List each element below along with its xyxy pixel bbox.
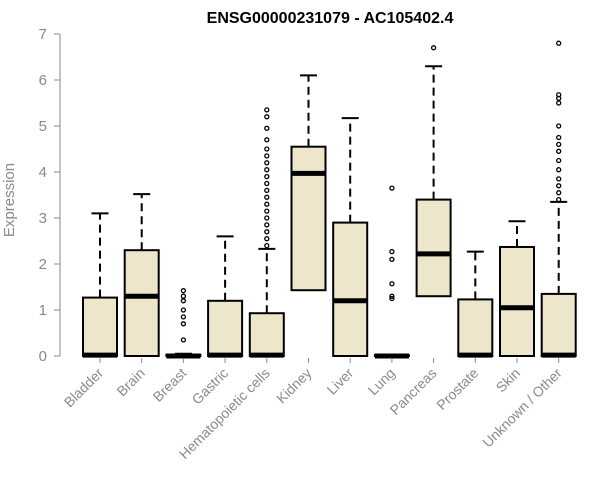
y-tick-label: 7	[39, 26, 47, 43]
x-tick-label: Brain	[113, 365, 147, 399]
outlier-point	[556, 190, 562, 196]
outlier-point	[556, 141, 562, 148]
x-tick-label: Unknown / Other	[479, 365, 565, 451]
box-group	[457, 250, 494, 358]
outlier-point	[556, 148, 562, 154]
outlier-point	[264, 153, 270, 159]
y-axis: 0 1 2 3 4 5 6 7	[39, 26, 61, 365]
box-group	[415, 45, 452, 298]
y-tick-label: 5	[39, 118, 47, 135]
outlier-point	[430, 45, 437, 51]
y-tick-label: 3	[39, 210, 47, 227]
outlier-point	[556, 92, 562, 98]
box	[207, 299, 244, 357]
plot-area	[82, 40, 577, 359]
chart-title: ENSG00000231079 - AC105402.4	[207, 10, 454, 27]
x-tick-label: Liver	[324, 365, 357, 398]
outlier-point	[556, 176, 562, 182]
x-tick-label: Kidney	[273, 365, 315, 407]
box-group	[248, 107, 285, 358]
outlier-point	[556, 100, 562, 106]
outlier-point	[264, 160, 270, 166]
outlier-point	[264, 242, 270, 249]
outlier-point	[389, 295, 395, 302]
box-group	[540, 40, 577, 358]
box-group	[373, 185, 410, 359]
y-tick-label: 4	[39, 164, 47, 181]
outlier-point	[180, 298, 187, 304]
x-tick-label: Breast	[150, 365, 190, 405]
outlier-point	[180, 321, 187, 327]
box	[332, 221, 369, 357]
box	[82, 296, 118, 357]
outlier-point	[180, 337, 187, 343]
box-group	[165, 288, 202, 359]
y-tick-label: 2	[39, 256, 47, 273]
box	[415, 198, 452, 298]
box-group	[207, 235, 244, 358]
y-tick-label: 6	[39, 72, 47, 89]
outlier-point	[264, 236, 270, 242]
outlier-point	[264, 229, 270, 235]
box	[540, 292, 577, 357]
x-tick-label: Prostate	[433, 365, 481, 413]
outlier-point	[389, 256, 395, 263]
outlier-point	[264, 173, 270, 180]
box-group	[332, 117, 369, 357]
outlier-point	[264, 222, 270, 228]
x-tick-label: Bladder	[61, 365, 107, 411]
outlier-point	[389, 281, 395, 287]
outlier-point	[389, 248, 395, 255]
box-group	[290, 74, 327, 292]
outlier-point	[264, 215, 270, 221]
outlier-point	[556, 196, 562, 203]
outlier-point	[264, 187, 270, 194]
x-tick-label: Skin	[493, 365, 524, 396]
outlier-point	[556, 157, 562, 164]
x-tick-label: Lung	[365, 365, 398, 398]
y-axis-label: Expression	[1, 163, 18, 237]
box	[457, 298, 494, 358]
outlier-point	[264, 208, 270, 214]
outlier-point	[264, 201, 270, 207]
outlier-point	[264, 107, 270, 113]
box-group	[499, 220, 535, 357]
box-group	[82, 212, 118, 358]
outlier-point	[264, 125, 270, 131]
outlier-point	[264, 194, 270, 200]
y-tick-label: 0	[39, 348, 47, 365]
box	[290, 145, 327, 292]
outlier-point	[180, 293, 187, 299]
outlier-point	[556, 134, 562, 141]
outlier-point	[264, 180, 270, 187]
outlier-point	[180, 307, 187, 313]
outlier-point	[264, 137, 270, 143]
outlier-point	[180, 288, 187, 294]
outlier-point	[180, 314, 187, 320]
outlier-point	[389, 293, 395, 299]
box	[499, 245, 535, 357]
outlier-point	[556, 40, 562, 46]
outlier-point	[556, 167, 562, 173]
outlier-point	[264, 146, 270, 152]
outlier-point	[264, 167, 270, 173]
outlier-point	[556, 123, 562, 129]
outlier-point	[264, 114, 270, 120]
box	[248, 312, 285, 357]
outlier-point	[556, 183, 562, 189]
box	[123, 249, 160, 357]
y-tick-label: 1	[39, 302, 47, 319]
box-group	[123, 193, 160, 357]
outlier-point	[389, 185, 395, 191]
